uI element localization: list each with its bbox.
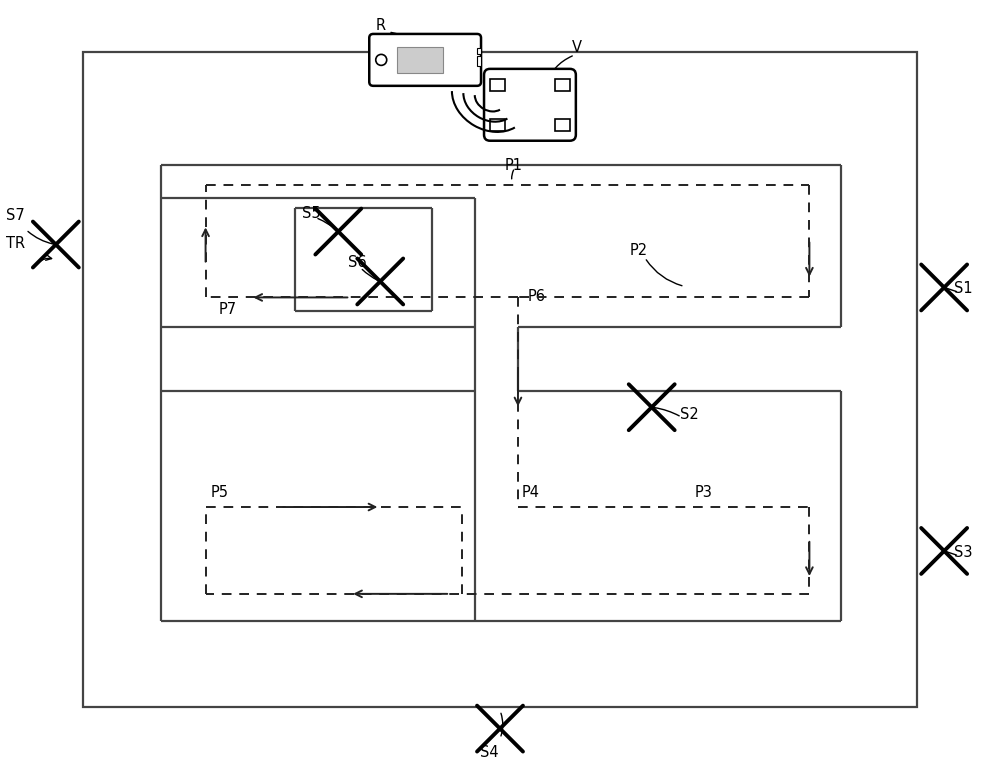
Bar [397,47,443,73]
Text: S2: S2 [680,407,698,423]
Bar [490,119,505,131]
Text: R: R [375,18,385,33]
Bar [555,119,570,131]
FancyBboxPatch shape [369,34,481,86]
Text: S3: S3 [954,545,973,560]
FancyBboxPatch shape [484,69,576,141]
Text: S6: S6 [348,255,367,271]
Bar [555,79,570,91]
Text: S5: S5 [302,206,321,220]
Text: TR: TR [6,236,25,251]
Text: P7: P7 [219,302,237,318]
Text: S4: S4 [480,745,499,759]
Text: P2: P2 [630,242,648,258]
Text: V: V [572,40,582,55]
Text: P6: P6 [528,290,546,305]
Bar [83,52,917,707]
Text: P4: P4 [522,485,540,500]
Bar [477,56,481,66]
Text: S7: S7 [6,207,25,223]
Text: S1: S1 [954,281,973,296]
Bar [477,48,481,54]
Text: P5: P5 [211,485,229,500]
Bar [490,79,505,91]
Text: P3: P3 [695,485,713,500]
Text: P1: P1 [505,157,523,173]
